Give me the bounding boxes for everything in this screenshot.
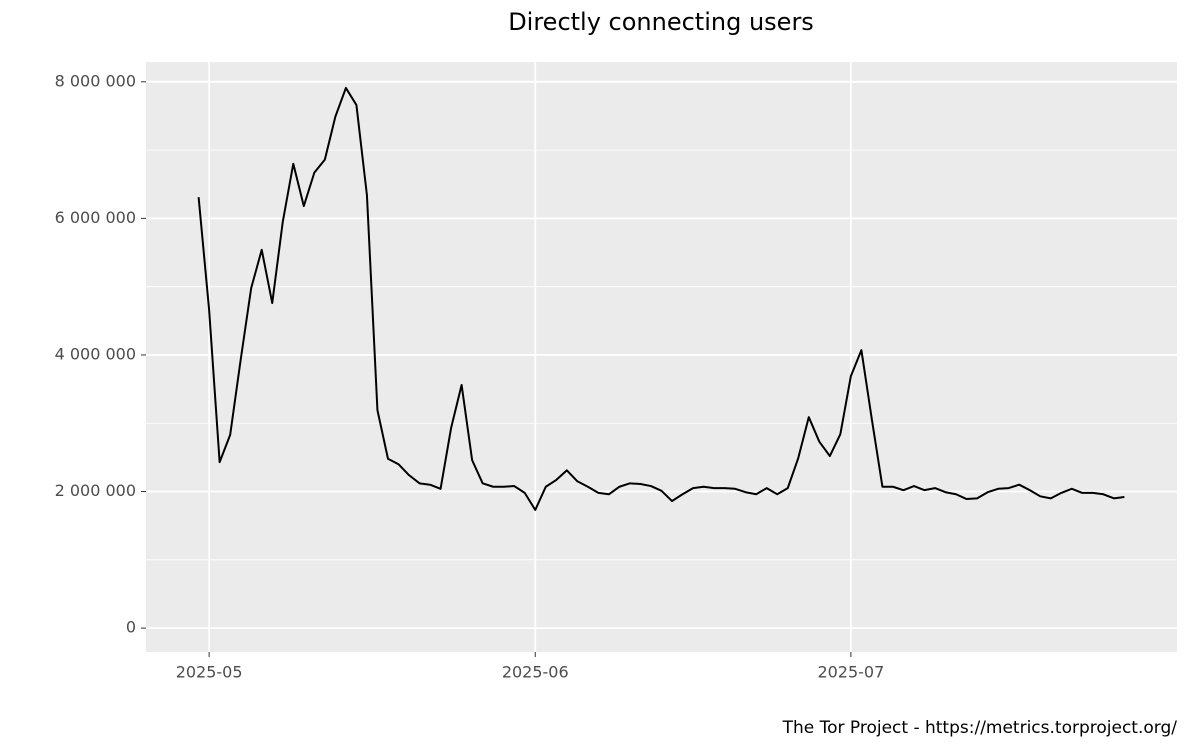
x-tick-label: 2025-07 [817, 663, 884, 682]
x-tick-label: 2025-05 [176, 663, 243, 682]
chart-title: Directly connecting users [508, 8, 814, 36]
y-tick-label: 6 000 000 [55, 208, 136, 227]
y-tick-label: 4 000 000 [55, 344, 136, 363]
y-tick-label: 0 [126, 618, 136, 637]
line [197, 86, 1125, 511]
x-tick-label: 2025-06 [502, 663, 569, 682]
panel [146, 62, 1177, 652]
y-tick-label: 8 000 000 [55, 71, 136, 90]
caption: The Tor Project - https://metrics.torpro… [782, 718, 1178, 738]
y-tick-label: 2 000 000 [55, 481, 136, 500]
